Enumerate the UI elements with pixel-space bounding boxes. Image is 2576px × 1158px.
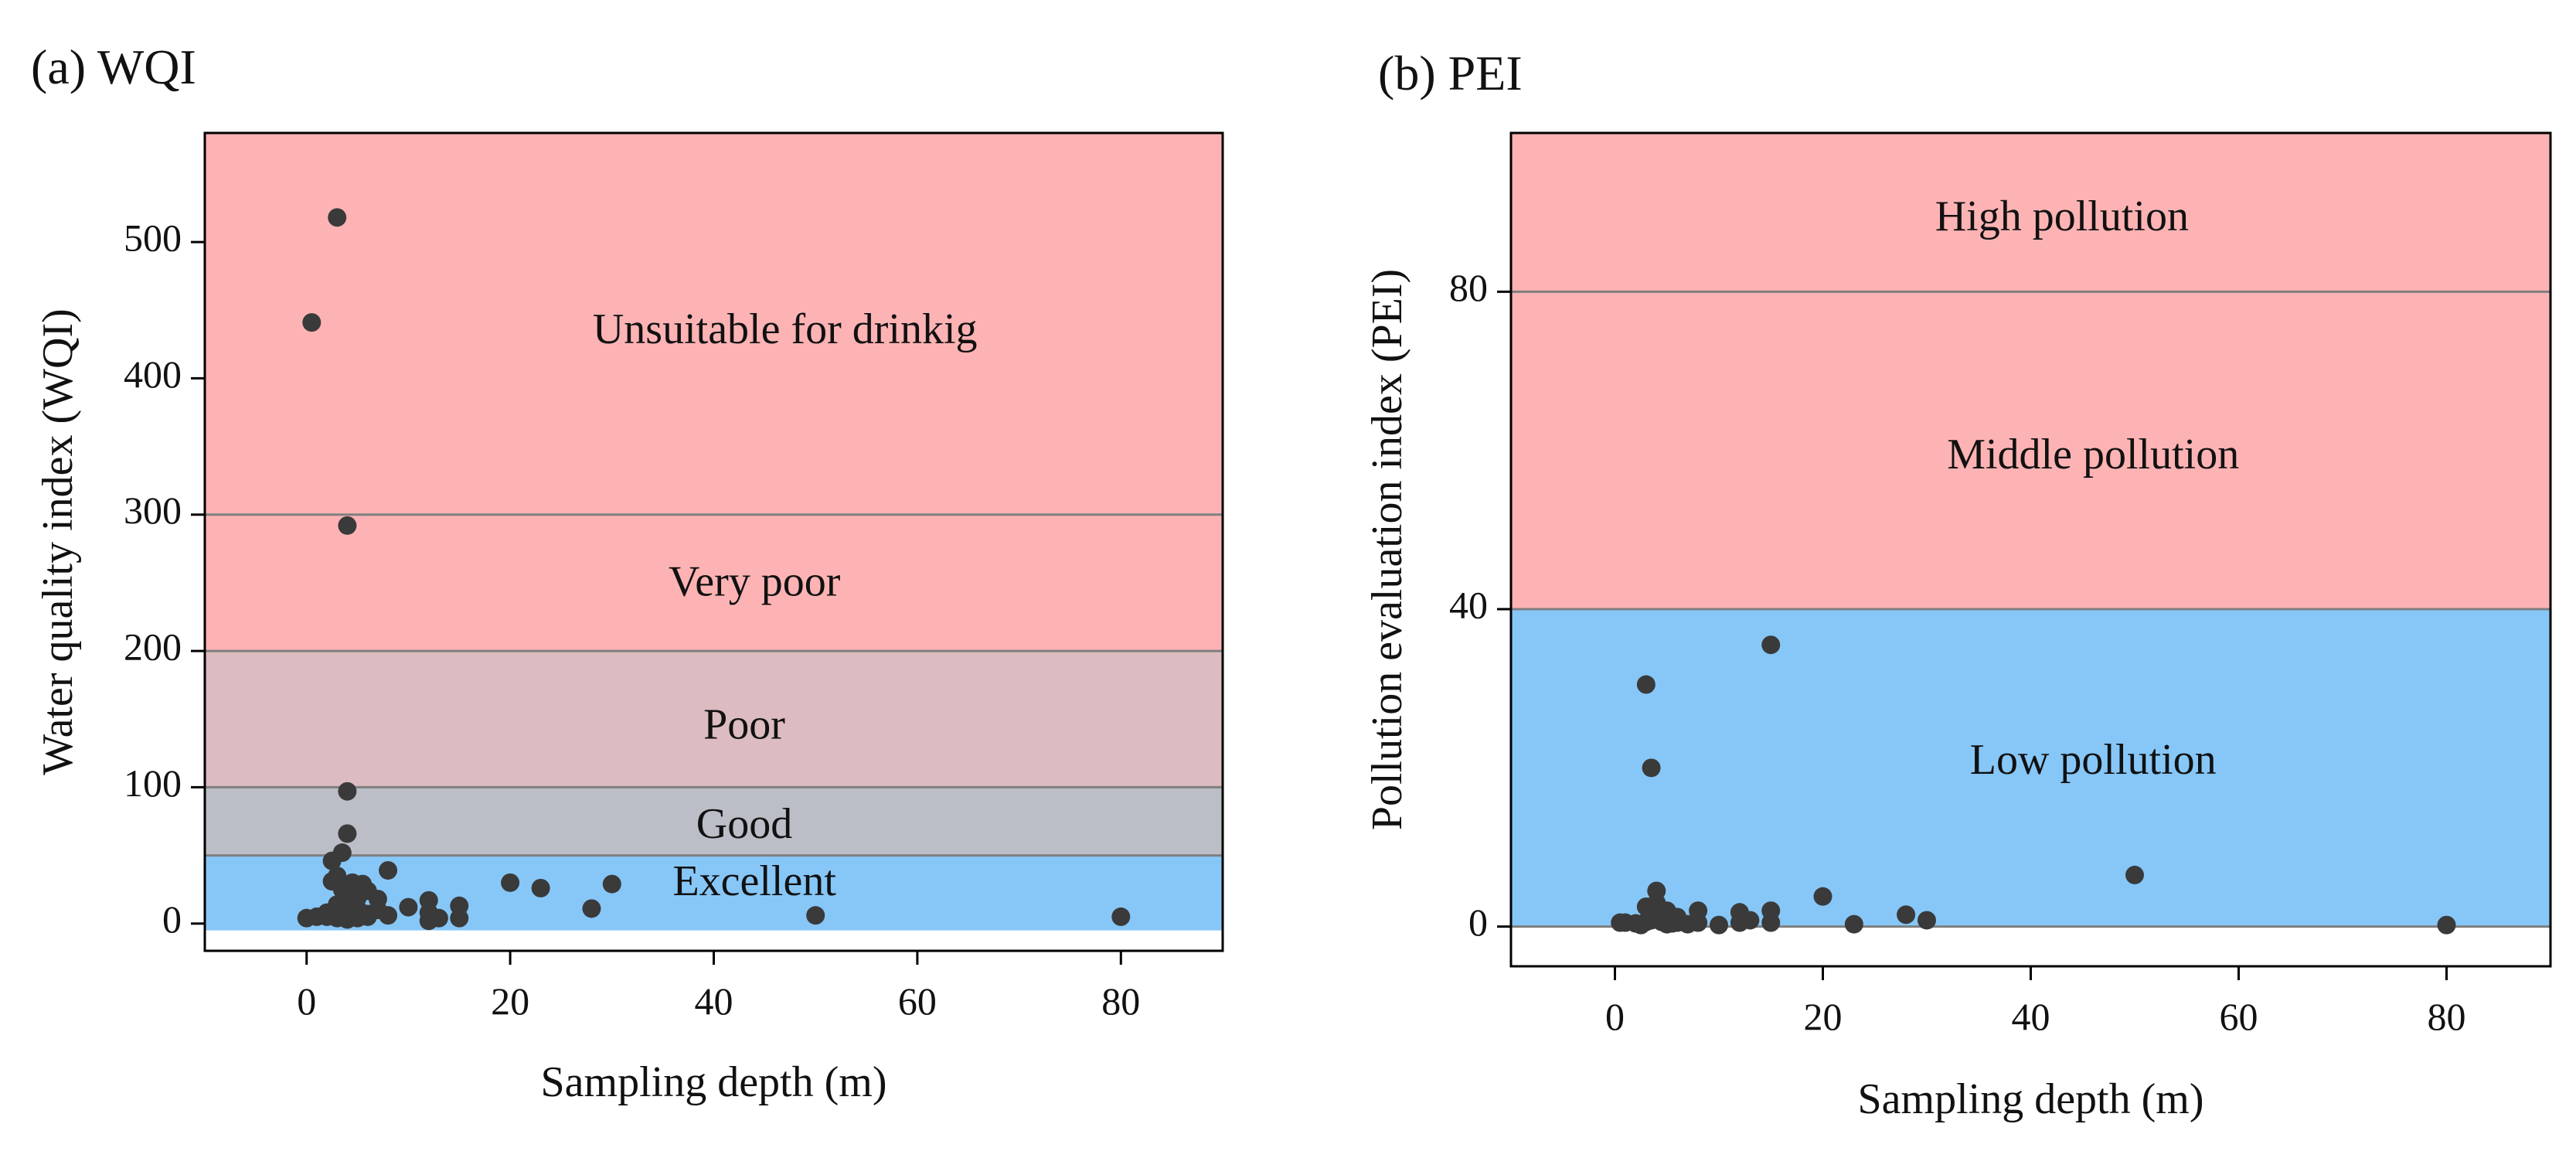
x-tick-label: 40 <box>2012 995 2050 1038</box>
band-label: Good <box>696 800 792 848</box>
panel-wqi: (a) WQI Unsuitable for drinkig Very poor P… <box>31 39 1224 1106</box>
data-point <box>806 906 825 925</box>
data-point <box>1611 913 1630 932</box>
band-label: High pollution <box>1935 192 2189 240</box>
y-tick-label: 200 <box>124 625 182 669</box>
data-point <box>1897 905 1916 925</box>
band-label: Poor <box>703 700 785 748</box>
band-label: Excellent <box>672 857 836 905</box>
data-point <box>2437 915 2456 935</box>
data-point <box>399 897 418 917</box>
x-tick-label: 20 <box>491 979 529 1023</box>
data-point <box>1761 913 1781 932</box>
band-unsuitable-for-drinkig <box>205 133 1223 515</box>
data-point <box>358 907 377 926</box>
x-axis-label: Sampling depth (m) <box>1858 1075 2204 1123</box>
band-very-poor <box>205 514 1223 652</box>
y-tick-label: 0 <box>1468 901 1488 944</box>
data-point <box>1642 758 1661 778</box>
data-point <box>1813 887 1832 906</box>
band-middle-pollution <box>1511 291 2550 609</box>
data-point <box>602 874 621 894</box>
y-tick-label: 500 <box>124 216 182 260</box>
x-tick-label: 60 <box>898 979 937 1023</box>
data-point <box>328 208 347 227</box>
y-tick-label: 0 <box>162 897 182 941</box>
band-label: Unsuitable for drinkig <box>593 305 978 353</box>
data-point <box>1710 915 1728 935</box>
data-point <box>1761 635 1781 655</box>
band-group <box>1511 133 2550 927</box>
data-point <box>1647 893 1666 912</box>
band-high-pollution <box>1511 133 2550 292</box>
data-point <box>1741 911 1760 930</box>
x-tick-label: 40 <box>695 979 733 1023</box>
band-label-group: Unsuitable for drinkig Very poor Poor Good E… <box>593 305 978 905</box>
y-tick-group: 0 40 80 <box>1449 266 1511 944</box>
y-tick-label: 400 <box>124 353 182 396</box>
data-point <box>379 906 398 925</box>
data-point <box>1662 914 1682 933</box>
data-point <box>338 516 357 535</box>
x-tick-group: 0 20 40 60 80 <box>297 951 1140 1023</box>
data-point <box>419 911 438 931</box>
panel-title: (b) PEI <box>1378 46 1523 100</box>
x-tick-label: 80 <box>1101 979 1140 1023</box>
band-good <box>205 787 1223 856</box>
band-low-pollution <box>1511 609 2550 927</box>
data-point <box>379 860 398 880</box>
panel-title: (a) WQI <box>31 39 196 94</box>
y-tick-label: 40 <box>1449 583 1488 626</box>
data-point <box>450 908 469 928</box>
band-group <box>205 133 1223 931</box>
band-poor <box>205 651 1223 788</box>
point-group <box>1611 635 2456 935</box>
y-axis-label: Water quality index (WQI) <box>34 308 82 775</box>
data-point <box>332 843 352 863</box>
x-tick-label: 60 <box>2220 995 2258 1038</box>
x-tick-group: 0 20 40 60 80 <box>1605 966 2466 1038</box>
x-tick-label: 0 <box>297 979 316 1023</box>
band-label: Middle pollution <box>1947 431 2239 479</box>
x-tick-label: 80 <box>2428 995 2466 1038</box>
y-axis-label: Pollution evaluation index (PEI) <box>1363 269 1411 830</box>
data-point <box>1918 911 1936 930</box>
data-point <box>302 313 322 332</box>
x-tick-label: 20 <box>1804 995 1843 1038</box>
y-tick-label: 80 <box>1449 266 1488 309</box>
data-point <box>1111 907 1131 926</box>
data-point <box>2125 865 2144 884</box>
band-label-group: High pollution Middle pollution Low pollut… <box>1935 192 2239 784</box>
x-axis-label: Sampling depth (m) <box>541 1058 887 1106</box>
point-group <box>297 208 1131 931</box>
data-point <box>297 908 316 928</box>
data-point <box>338 824 357 843</box>
data-point <box>1844 914 1863 934</box>
data-point <box>1689 913 1708 932</box>
y-tick-label: 300 <box>124 489 182 532</box>
x-tick-label: 0 <box>1605 995 1625 1038</box>
data-point <box>338 782 357 801</box>
y-tick-group: 0 100 200 300 400 500 <box>124 216 205 941</box>
band-label: Low pollution <box>1970 736 2217 784</box>
panel-pei: (b) PEI High pollution Middle pollution Lo… <box>1363 46 2552 1123</box>
data-point <box>1632 915 1651 935</box>
band-line-group <box>205 513 1223 857</box>
y-tick-label: 100 <box>124 761 182 805</box>
data-point <box>1636 675 1656 694</box>
data-point <box>582 899 601 918</box>
data-point <box>501 873 520 892</box>
data-point <box>531 878 550 897</box>
band-label: Very poor <box>669 557 841 605</box>
